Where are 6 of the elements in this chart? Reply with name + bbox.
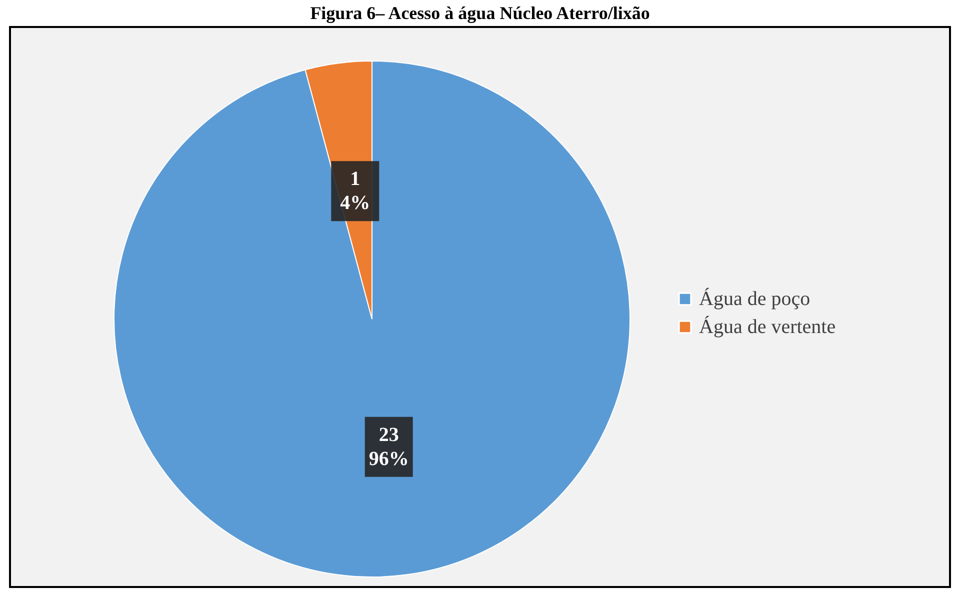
- legend-label: Água de vertente: [699, 315, 836, 338]
- pie-slice: [114, 60, 630, 578]
- legend-label: Água de poço: [699, 287, 810, 310]
- data-label: 1 4%: [340, 168, 370, 214]
- data-label: 23 96%: [368, 424, 409, 470]
- chart-title: Figura 6– Acesso à água Núcleo Aterro/lixão: [310, 3, 650, 23]
